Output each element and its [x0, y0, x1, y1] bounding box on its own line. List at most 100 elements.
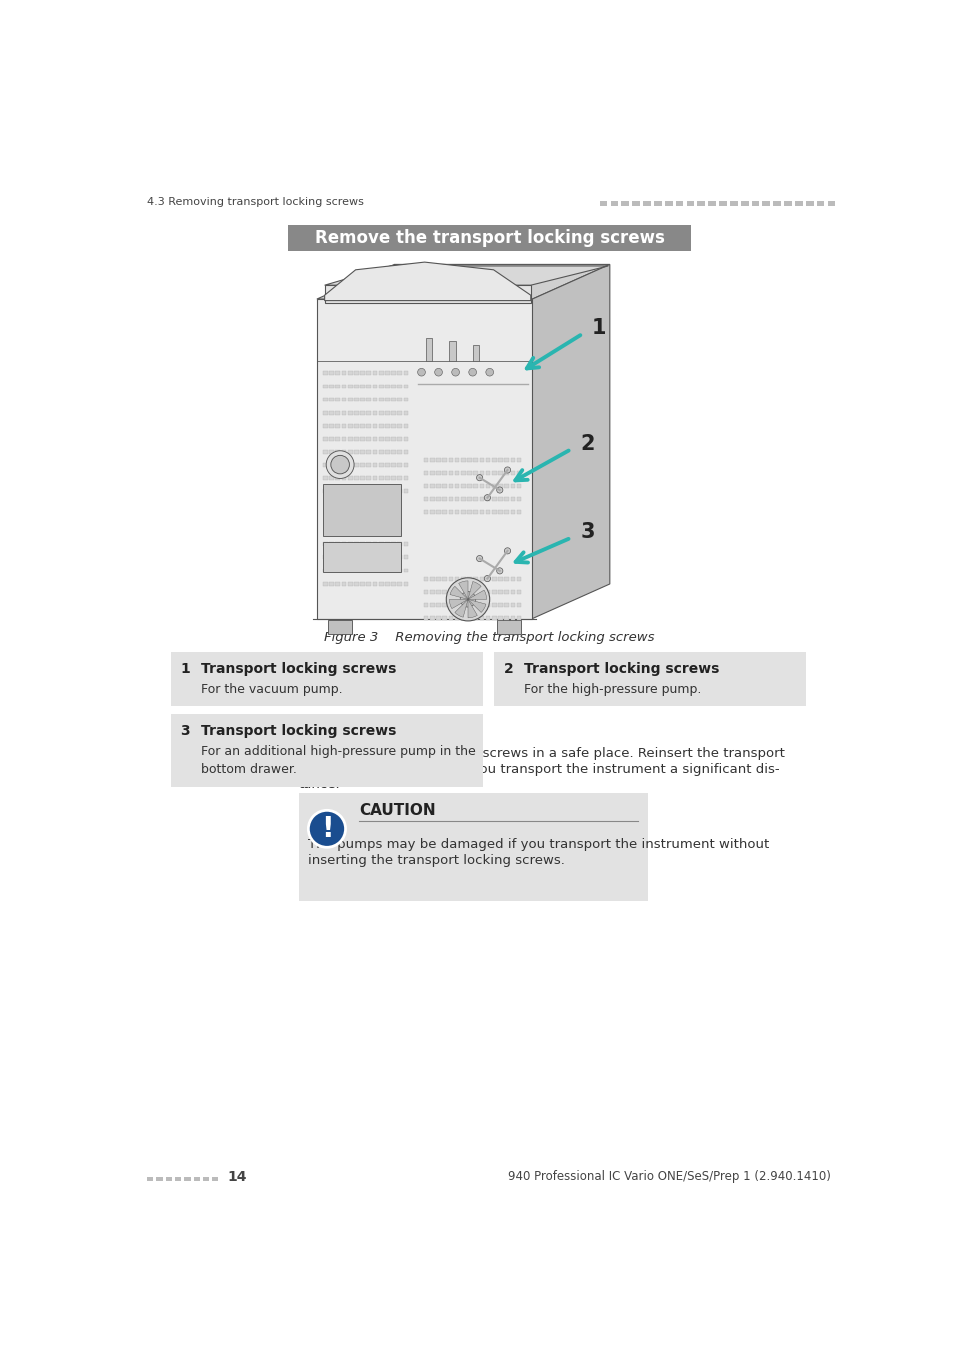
Text: 1: 1 [592, 317, 606, 338]
Bar [436, 483, 440, 487]
Bar [442, 471, 447, 475]
Bar [397, 555, 402, 559]
Bar [442, 576, 447, 580]
Bar [348, 489, 353, 493]
Bar [492, 497, 497, 501]
Bar [497, 617, 502, 620]
Circle shape [417, 369, 425, 377]
Bar [455, 510, 459, 514]
Bar [479, 483, 484, 487]
Bar [430, 497, 435, 501]
Bar [171, 652, 482, 706]
Bar [455, 471, 459, 475]
Bar [403, 477, 408, 481]
Bar [341, 568, 346, 572]
Bar [335, 398, 340, 401]
Bar [397, 543, 402, 547]
Bar [436, 603, 440, 608]
Bar [360, 463, 365, 467]
Bar [335, 371, 340, 375]
Bar [467, 483, 472, 487]
Text: inserting the transport locking screws.: inserting the transport locking screws. [308, 855, 564, 867]
Bar [642, 201, 650, 207]
Bar [335, 489, 340, 493]
Bar [329, 371, 334, 375]
Bar [373, 543, 377, 547]
Text: Remove the transport locking screws: Remove the transport locking screws [314, 230, 664, 247]
Bar [473, 603, 477, 608]
Text: tance.: tance. [298, 778, 340, 791]
Wedge shape [468, 599, 476, 618]
Bar [510, 590, 515, 594]
Bar [442, 603, 447, 608]
Circle shape [308, 810, 345, 848]
Bar [335, 582, 340, 586]
Bar [391, 463, 395, 467]
Bar [729, 201, 737, 207]
Circle shape [435, 369, 442, 377]
Bar [460, 483, 465, 487]
Bar [473, 617, 477, 620]
Polygon shape [316, 265, 609, 300]
Bar [341, 410, 346, 414]
Bar [323, 555, 328, 559]
Bar [335, 450, 340, 454]
Bar [455, 603, 459, 608]
Bar [397, 477, 402, 481]
Bar [423, 576, 428, 580]
Bar [510, 497, 515, 501]
Bar [335, 555, 340, 559]
Text: The pumps may be damaged if you transport the instrument without: The pumps may be damaged if you transpor… [308, 838, 769, 850]
Bar [449, 342, 456, 360]
Bar [373, 477, 377, 481]
Bar [403, 450, 408, 454]
Bar [360, 543, 365, 547]
Bar [397, 437, 402, 440]
Bar [323, 410, 328, 414]
Text: 2: 2 [503, 663, 513, 676]
Bar [341, 398, 346, 401]
Bar [378, 582, 383, 586]
Bar [354, 398, 358, 401]
Bar [212, 1177, 218, 1181]
Bar [479, 590, 484, 594]
Bar [473, 483, 477, 487]
Bar [193, 1177, 199, 1181]
Polygon shape [324, 285, 530, 302]
Bar [455, 483, 459, 487]
Bar [442, 510, 447, 514]
Bar [397, 489, 402, 493]
Bar [348, 385, 353, 389]
Bar [341, 437, 346, 440]
Text: Figure 3    Removing the transport locking screws: Figure 3 Removing the transport locking … [323, 632, 654, 644]
Bar [378, 424, 383, 428]
Bar [354, 543, 358, 547]
Bar [360, 437, 365, 440]
Bar [329, 568, 334, 572]
Bar [385, 489, 390, 493]
Bar [385, 398, 390, 401]
Bar [397, 450, 402, 454]
Bar [373, 489, 377, 493]
Bar [479, 603, 484, 608]
Bar [426, 338, 432, 360]
Bar [517, 603, 521, 608]
Circle shape [468, 369, 476, 377]
Bar [341, 463, 346, 467]
Bar [397, 398, 402, 401]
Bar [442, 497, 447, 501]
Bar [391, 555, 395, 559]
Bar [341, 424, 346, 428]
Bar [510, 510, 515, 514]
Bar [707, 201, 716, 207]
Bar [391, 410, 395, 414]
Bar [335, 543, 340, 547]
Bar [442, 483, 447, 487]
Bar [378, 489, 383, 493]
Bar [403, 489, 408, 493]
Text: 3: 3 [180, 724, 190, 738]
Bar [794, 201, 802, 207]
Bar [341, 555, 346, 559]
Bar [373, 568, 377, 572]
Bar [366, 385, 371, 389]
